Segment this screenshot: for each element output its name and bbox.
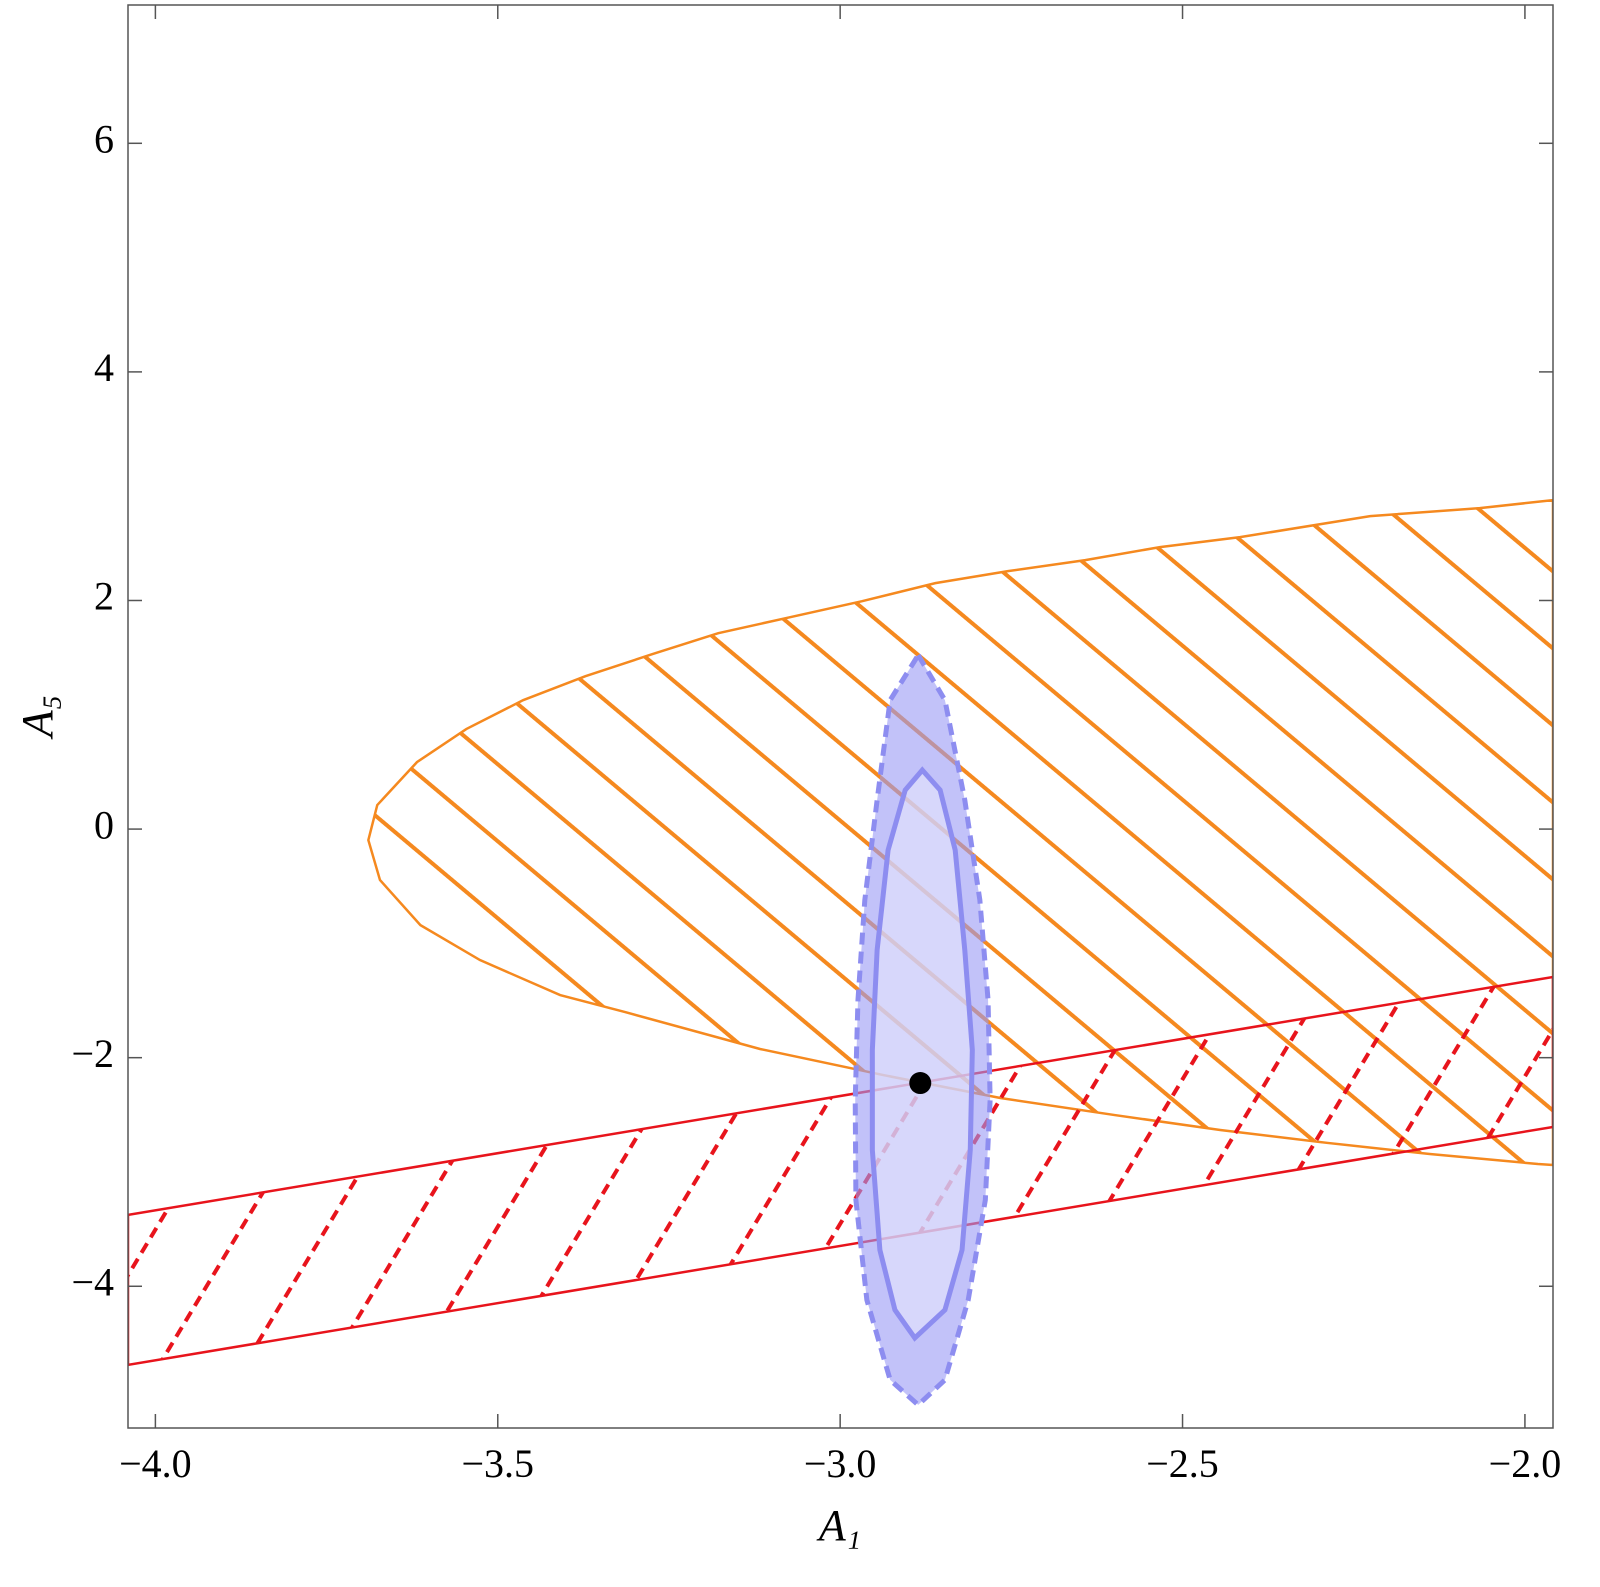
region-boundary: [869, 766, 975, 1342]
y-tick-label: 4: [94, 345, 114, 390]
x-tick-label: −3.5: [461, 1441, 534, 1486]
y-axis-label: A₅: [13, 695, 62, 740]
plot-area: [128, 498, 1553, 1409]
y-tick-label: 6: [94, 116, 114, 161]
y-tick-label: 0: [94, 802, 114, 847]
y-tick-label: −4: [71, 1259, 114, 1304]
point: [909, 1072, 932, 1095]
hatch-fill: [128, 976, 1553, 1365]
y-tick-label: −2: [71, 1031, 114, 1076]
x-axis-label: A₁: [816, 1501, 861, 1550]
x-tick-label: −4.0: [119, 1441, 192, 1486]
x-tick-label: −2.5: [1146, 1441, 1219, 1486]
y-tick-label: 2: [94, 574, 114, 619]
x-tick-label: −3.0: [804, 1441, 877, 1486]
region-boundary: [128, 975, 1553, 1367]
x-tick-label: −2.0: [1489, 1441, 1562, 1486]
